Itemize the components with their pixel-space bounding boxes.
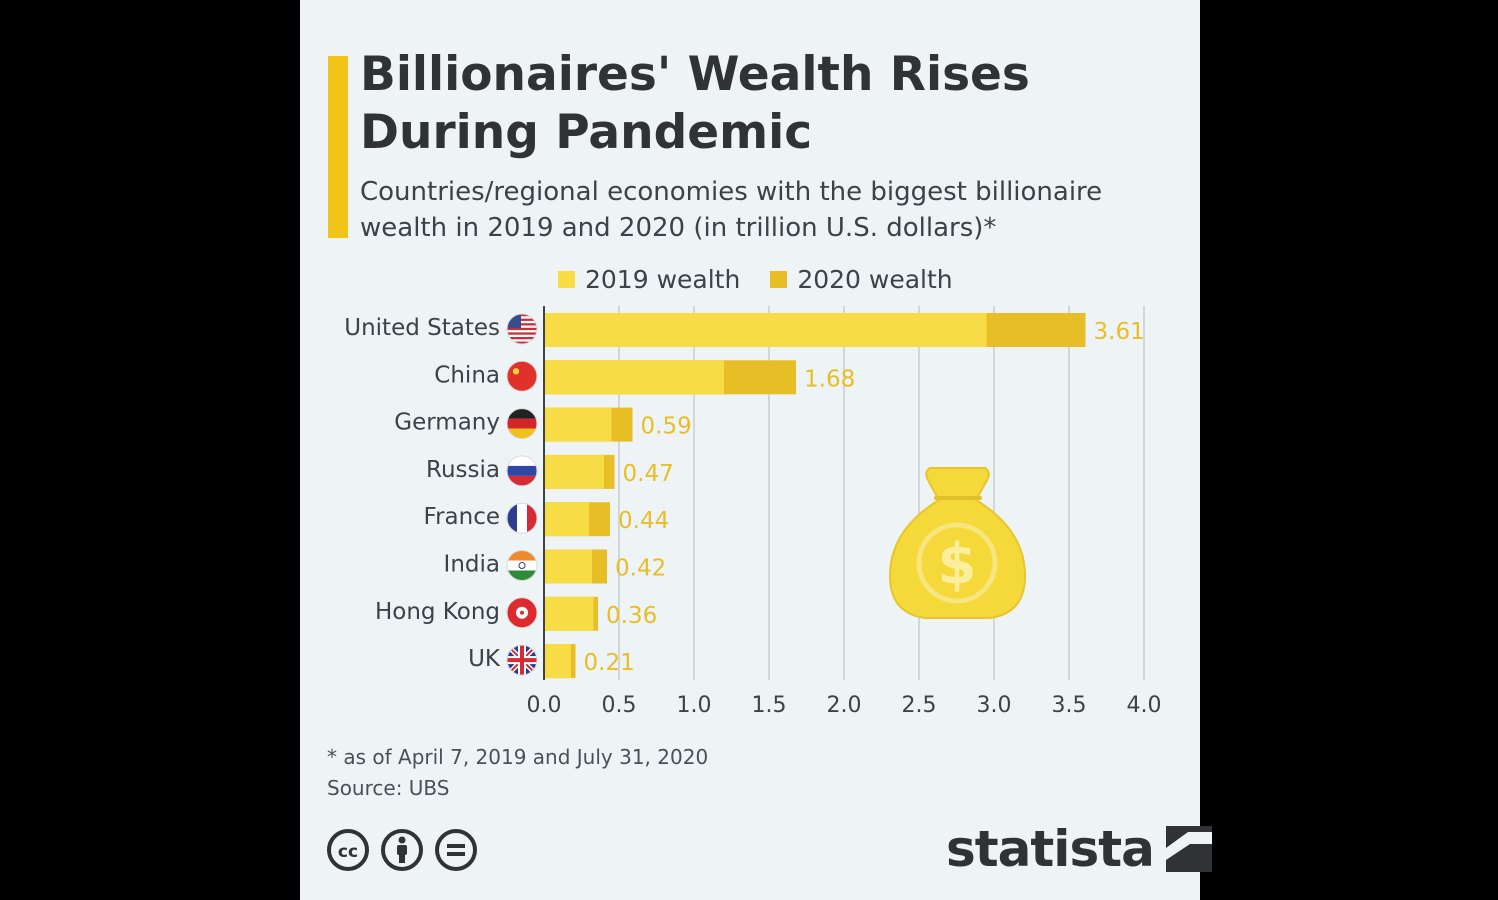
flag-icon xyxy=(506,408,538,440)
bar-2019 xyxy=(545,549,592,584)
labels: 0.0 0.5 1.0 1.5 2.0 2.5 3.0 3.5 4.0 3.61 United St… xyxy=(344,315,1161,718)
svg-text:$: $ xyxy=(938,532,977,597)
category-label: India xyxy=(444,552,500,578)
data-label: 3.61 xyxy=(1094,319,1145,345)
bar-2019 xyxy=(545,502,589,537)
bar-2019 xyxy=(545,313,987,347)
flag-icon xyxy=(506,455,538,487)
legend-label-2019: 2019 wealth xyxy=(585,264,741,294)
flag-icon xyxy=(506,313,538,345)
legend-item-2020: 2020 wealth xyxy=(770,264,953,294)
data-label: 0.47 xyxy=(623,461,674,487)
x-tick-label: 2.5 xyxy=(902,693,937,718)
bars xyxy=(545,313,1086,679)
x-tick-label: 2.0 xyxy=(827,693,862,718)
money-bag-icon: $ xyxy=(888,467,1027,619)
category-label: Germany xyxy=(394,410,500,436)
x-tick-label: 4.0 xyxy=(1127,693,1162,718)
no-derivatives-icon[interactable] xyxy=(434,828,478,872)
footnote-block: * as of April 7, 2019 and July 31, 2020 … xyxy=(327,742,708,804)
flags xyxy=(506,313,538,676)
chart-title: Billionaires' Wealth Rises During Pandem… xyxy=(360,47,1030,160)
data-label: 0.36 xyxy=(606,603,657,629)
category-label: Hong Kong xyxy=(375,599,500,625)
attribution-icon[interactable] xyxy=(380,828,424,872)
flag-icon xyxy=(506,597,538,629)
title-accent-bar xyxy=(328,56,348,238)
x-tick-label: 1.5 xyxy=(752,693,787,718)
flag-icon xyxy=(506,550,538,581)
data-label: 1.68 xyxy=(804,366,855,392)
chart-subtitle: Countries/regional economies with the bi… xyxy=(360,177,1103,243)
bar-2019 xyxy=(545,596,594,631)
infographic-card: Billionaires' Wealth Rises During Pandem… xyxy=(300,0,1212,900)
x-tick-label: 0.5 xyxy=(602,693,637,718)
source: Source: UBS xyxy=(327,776,450,800)
license-icons: cc xyxy=(326,828,478,872)
legend: 2019 wealth 2020 wealth xyxy=(558,264,953,294)
x-tick-label: 1.0 xyxy=(677,693,712,718)
statista-logo-icon xyxy=(1165,826,1212,872)
svg-text:cc: cc xyxy=(338,842,358,862)
bar-2019 xyxy=(545,407,612,442)
legend-label-2020: 2020 wealth xyxy=(797,264,953,294)
cc-icon[interactable]: cc xyxy=(326,828,370,872)
category-label: China xyxy=(434,362,500,388)
category-label: United States xyxy=(344,315,500,341)
statista-wordmark: statista xyxy=(946,820,1155,878)
flag-icon xyxy=(506,360,538,392)
legend-swatch-2020 xyxy=(770,270,788,288)
legend-swatch-2019 xyxy=(558,270,575,288)
x-tick-label: 3.5 xyxy=(1052,693,1087,718)
flag-icon xyxy=(506,644,538,676)
bar-2019 xyxy=(545,644,571,679)
data-label: 0.21 xyxy=(584,650,635,676)
data-label: 0.59 xyxy=(641,414,692,440)
category-label: France xyxy=(424,504,500,530)
bar-2019 xyxy=(545,454,604,489)
flag-icon xyxy=(506,502,538,534)
data-label: 0.44 xyxy=(618,508,669,534)
category-label: Russia xyxy=(426,457,500,483)
x-tick-label: 0.0 xyxy=(527,693,562,718)
bar-chart: 0.0 0.5 1.0 1.5 2.0 2.5 3.0 3.5 4.0 3.61 United St… xyxy=(344,306,1162,718)
x-tick-label: 3.0 xyxy=(977,693,1012,718)
statista-logo: statista xyxy=(946,820,1212,878)
footnote: * as of April 7, 2019 and July 31, 2020 xyxy=(327,745,709,769)
data-label: 0.42 xyxy=(615,556,666,582)
legend-item-2019: 2019 wealth xyxy=(558,265,740,294)
bar-2019 xyxy=(545,360,724,395)
category-label: UK xyxy=(468,646,501,672)
